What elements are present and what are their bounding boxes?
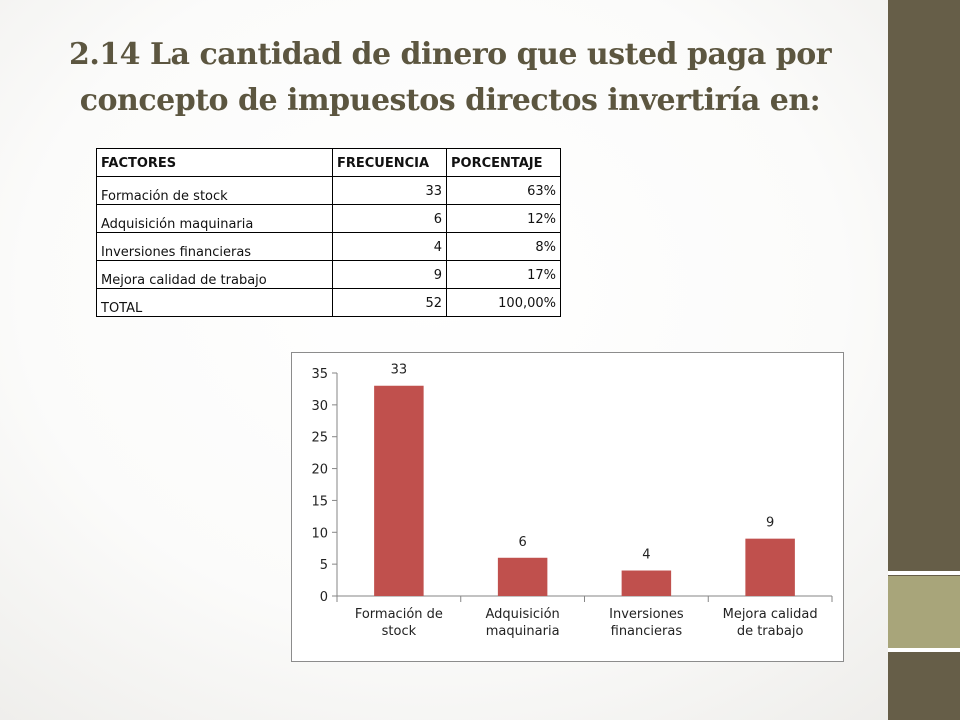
- x-category-label: Mejora calidad: [723, 607, 818, 622]
- sidebar-divider-lower: [888, 648, 960, 652]
- cell-factor: Adquisición maquinaria: [96, 204, 333, 233]
- y-tick-label: 15: [311, 494, 328, 509]
- table-row: Formación de stock 33 63%: [96, 176, 561, 205]
- y-tick-label: 30: [311, 399, 328, 414]
- x-category-label: Adquisición: [485, 607, 559, 622]
- cell-porcentaje: 17%: [446, 260, 561, 289]
- cell-frecuencia: 6: [332, 204, 447, 233]
- bar-chart: 0 5 10 15 20 25 30 35 33 Formación de stock 6 Adquis…: [291, 352, 844, 662]
- cell-factor: Mejora calidad de trabajo: [96, 260, 333, 289]
- table-row-total: TOTAL 52 100,00%: [96, 288, 561, 317]
- slide-title: 2.14 La cantidad de dinero que usted pag…: [68, 37, 832, 118]
- bar: [621, 570, 672, 596]
- frequency-table: FACTORES FRECUENCIA PORCENTAJE Formación…: [96, 148, 561, 317]
- cell-frecuencia-total: 52: [332, 288, 447, 317]
- bar: [497, 557, 548, 596]
- x-category-label: Formación de: [355, 607, 443, 622]
- cell-porcentaje: 12%: [446, 204, 561, 233]
- y-tick-label: 0: [320, 590, 328, 605]
- cell-porcentaje: 63%: [446, 176, 561, 205]
- table-row: Inversiones financieras 4 8%: [96, 232, 561, 261]
- bar-data-label: 6: [518, 535, 526, 550]
- bar-data-label: 33: [391, 363, 408, 378]
- y-tick-label: 10: [311, 526, 328, 541]
- x-category-label: stock: [382, 624, 417, 639]
- cell-frecuencia: 33: [332, 176, 447, 205]
- bar: [374, 385, 424, 596]
- cell-frecuencia: 4: [332, 232, 447, 261]
- sidebar-divider: [888, 571, 960, 575]
- y-tick-label: 25: [311, 431, 328, 446]
- cell-factor: Formación de stock: [96, 176, 333, 205]
- bar-data-label: 4: [642, 548, 650, 563]
- x-category-label: maquinaria: [486, 624, 560, 639]
- header-porcentaje: PORCENTAJE: [446, 148, 561, 177]
- y-tick-label: 35: [311, 367, 328, 382]
- cell-factor: Inversiones financieras: [96, 232, 333, 261]
- y-tick-label: 20: [311, 463, 328, 478]
- table-header-row: FACTORES FRECUENCIA PORCENTAJE: [96, 148, 561, 177]
- header-frecuencia: FRECUENCIA: [332, 148, 447, 177]
- bar: [745, 538, 795, 596]
- x-category-label: financieras: [611, 624, 683, 639]
- sidebar-accent-block: [888, 576, 960, 648]
- bar-data-label: 9: [766, 516, 774, 531]
- x-category-label: de trabajo: [737, 624, 804, 639]
- cell-factor-total: TOTAL: [96, 288, 333, 317]
- table-row: Mejora calidad de trabajo 9 17%: [96, 260, 561, 289]
- cell-porcentaje-total: 100,00%: [446, 288, 561, 317]
- header-factores: FACTORES: [96, 148, 333, 177]
- y-tick-label: 5: [320, 558, 328, 573]
- table-row: Adquisición maquinaria 6 12%: [96, 204, 561, 233]
- cell-porcentaje: 8%: [446, 232, 561, 261]
- cell-frecuencia: 9: [332, 260, 447, 289]
- x-category-label: Inversiones: [609, 607, 684, 622]
- bar-chart-svg: 0 5 10 15 20 25 30 35 33 Formación de stock 6 Adquis…: [311, 363, 833, 639]
